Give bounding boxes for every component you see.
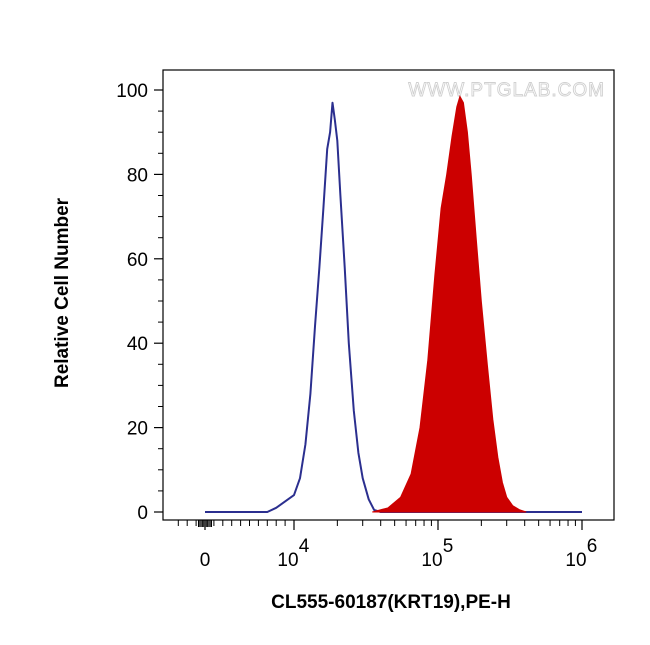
y-tick-label-0: 0 — [137, 503, 148, 524]
x-axis-title: CL555-60187(KRT19),PE-H — [271, 592, 511, 613]
x-tick-exponent-100000: 5 — [443, 536, 454, 557]
y-tick-label-80: 80 — [127, 165, 148, 186]
x-tick-label-100000: 10 — [421, 550, 442, 571]
y-axis-title: Relative Cell Number — [52, 197, 73, 388]
y-tick-label-100: 100 — [116, 81, 148, 102]
y-tick-label-60: 60 — [127, 250, 148, 271]
series-layer — [205, 95, 582, 513]
x-tick-exponent-1000000: 6 — [587, 536, 598, 557]
y-tick-label-40: 40 — [127, 334, 148, 355]
series-1-filled-histogram — [372, 95, 527, 513]
y-tick-label-20: 20 — [127, 419, 148, 440]
watermark: WWW.PTGLAB.COM — [408, 80, 605, 101]
plot-frame — [162, 69, 615, 521]
x-tick-label-1000000: 10 — [565, 550, 586, 571]
x-tick-label-0: 0 — [200, 550, 211, 571]
x-tick-label-10000: 10 — [277, 550, 298, 571]
series-0-outline-histogram — [205, 101, 582, 513]
x-tick-exponent-10000: 4 — [299, 536, 310, 557]
